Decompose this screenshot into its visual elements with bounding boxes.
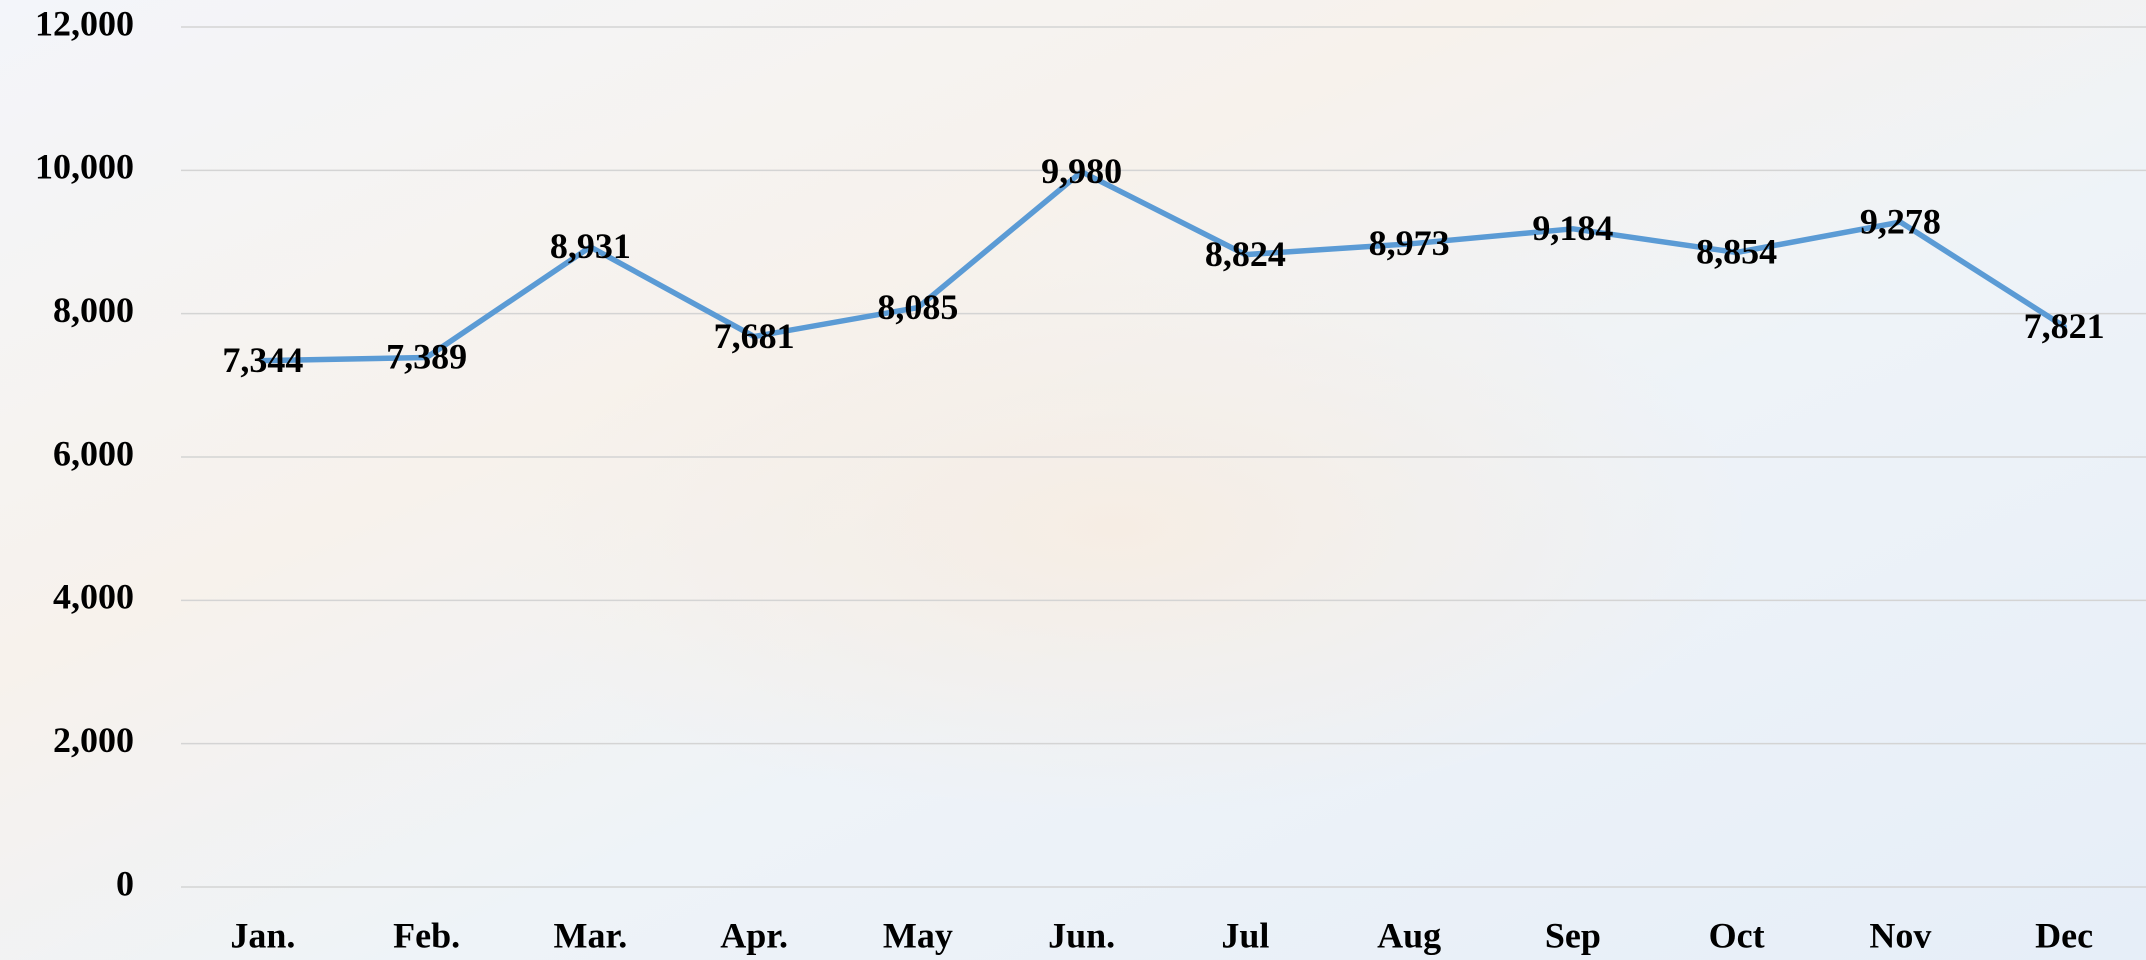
data-label: 9,278 xyxy=(1860,201,1941,241)
y-tick-label: 4,000 xyxy=(53,577,134,617)
y-tick-label: 2,000 xyxy=(53,720,134,760)
data-label: 9,184 xyxy=(1532,208,1613,248)
x-tick-label: Mar. xyxy=(554,915,628,955)
x-tick-label: May xyxy=(883,915,953,955)
data-line xyxy=(260,169,2067,364)
x-tick-label: Sep xyxy=(1545,915,1601,955)
x-tick-label: Apr. xyxy=(720,915,788,955)
data-label: 7,344 xyxy=(222,340,303,380)
y-tick-label: 6,000 xyxy=(53,433,134,473)
y-tick-label: 10,000 xyxy=(35,147,134,187)
data-label: 7,821 xyxy=(2024,306,2105,346)
x-tick-label: Aug xyxy=(1377,915,1441,955)
data-label: 8,973 xyxy=(1369,223,1450,263)
data-label: 8,085 xyxy=(877,287,958,327)
x-tick-label: Feb. xyxy=(393,915,460,955)
y-tick-label: 8,000 xyxy=(53,290,134,330)
data-label: 8,854 xyxy=(1696,232,1777,272)
data-label: 8,931 xyxy=(550,226,631,266)
data-label: 7,681 xyxy=(714,316,795,356)
data-label: 7,389 xyxy=(386,337,467,377)
data-label: 9,980 xyxy=(1041,151,1122,191)
x-tick-label: Jan. xyxy=(230,915,295,955)
data-label: 8,824 xyxy=(1205,234,1286,274)
x-tick-label: Jun. xyxy=(1048,915,1115,955)
y-tick-label: 0 xyxy=(116,863,134,903)
x-tick-label: Dec xyxy=(2035,915,2093,955)
x-tick-label: Nov xyxy=(1869,915,1931,955)
y-tick-label: 12,000 xyxy=(35,3,134,43)
x-tick-label: Jul xyxy=(1221,915,1269,955)
x-tick-label: Oct xyxy=(1709,915,1765,955)
